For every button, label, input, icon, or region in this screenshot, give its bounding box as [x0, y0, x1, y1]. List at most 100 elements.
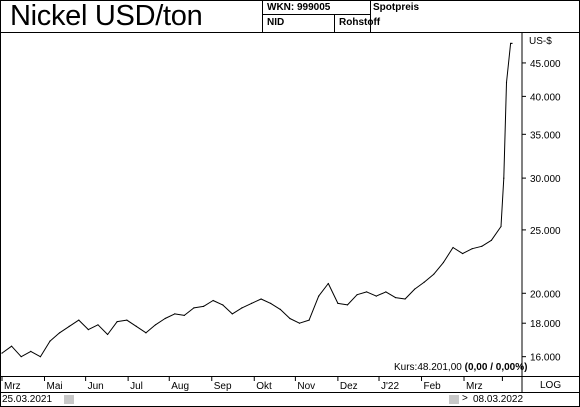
- info-divider: [334, 14, 335, 32]
- price-point: [87, 328, 89, 331]
- y-tick-label: 30.000: [530, 174, 561, 185]
- price-point: [39, 356, 41, 358]
- price-point: [241, 307, 243, 309]
- price-point: [193, 307, 195, 309]
- quote-value: 48.201,00: [417, 362, 462, 373]
- x-axis-bar: Mrz Mai Jun Jul Aug Sep Okt Nov Dez J'22 Feb Mrz: [0, 376, 580, 392]
- price-point: [289, 317, 291, 320]
- y-tick-label: 18.000: [530, 319, 561, 330]
- price-point: [212, 299, 214, 302]
- nid-label: NID: [267, 17, 285, 28]
- price-point: [356, 294, 358, 296]
- y-tick-label: 25.000: [530, 226, 561, 237]
- price-point: [394, 296, 397, 299]
- info-divider: [370, 0, 371, 32]
- price-point: [298, 322, 301, 324]
- quote-label: Kurs:: [394, 362, 418, 373]
- price-point: [183, 314, 185, 317]
- price-point: [250, 302, 253, 305]
- chart-header: Nickel USD/ton WKN: 999005 NID Rohstoff …: [0, 0, 580, 33]
- y-tick-label: 16.000: [530, 353, 561, 364]
- price-point: [30, 350, 32, 352]
- price-point: [404, 298, 406, 300]
- y-tick-label: 20.000: [530, 289, 561, 300]
- x-tick-label: Mai: [47, 381, 63, 392]
- price-point: [423, 281, 425, 283]
- y-tick-label: 40.000: [530, 92, 561, 103]
- price-point: [505, 81, 508, 84]
- x-tick-label: Mrz: [466, 381, 483, 392]
- price-point: [116, 321, 118, 323]
- x-tick-label: Mrz: [4, 381, 21, 392]
- price-point: [270, 302, 272, 305]
- y-tick-label: 35.000: [530, 130, 561, 141]
- y-tick-label: 45.000: [530, 59, 561, 70]
- price-point: [126, 319, 128, 321]
- price-point: [145, 332, 147, 334]
- next-range-icon[interactable]: >: [462, 393, 468, 404]
- price-chart: US-$ 16.000 18.000 20.000 25.000 30.000 35.000…: [1, 33, 561, 376]
- price-point: [222, 304, 224, 306]
- price-type: Spotpreis: [373, 2, 420, 13]
- x-tick-label: Jun: [88, 381, 104, 392]
- x-tick-label: Jul: [130, 381, 143, 392]
- price-point: [135, 325, 137, 327]
- range-start-date: 25.03.2021: [2, 394, 53, 405]
- price-point: [375, 295, 377, 297]
- x-tick-label: Feb: [424, 381, 442, 392]
- scroll-handle[interactable]: [449, 395, 459, 404]
- x-tick-label: Aug: [171, 381, 189, 392]
- price-point: [337, 302, 339, 305]
- y-axis-unit: US-$: [529, 36, 552, 47]
- range-end-date: 08.03.2022: [473, 394, 524, 405]
- price-point: [318, 295, 320, 297]
- price-point: [231, 313, 233, 315]
- price-point: [481, 245, 483, 247]
- price-point: [308, 319, 310, 321]
- price-point: [260, 298, 262, 300]
- price-point: [433, 273, 435, 275]
- date-range-bar: 25.03.2021 > 08.03.2022: [0, 392, 580, 407]
- scroll-left-button[interactable]: [64, 395, 74, 404]
- price-point: [78, 319, 80, 321]
- x-tick-label: J'22: [381, 381, 399, 392]
- price-point: [490, 239, 493, 241]
- price-point: [510, 42, 512, 45]
- x-tick-label: Dez: [340, 381, 358, 392]
- price-point: [511, 42, 513, 45]
- price-point: [49, 340, 51, 342]
- info-divider: [262, 14, 370, 15]
- price-point: [164, 317, 166, 320]
- price-point: [279, 308, 281, 310]
- price-point: [500, 225, 502, 228]
- instrument-type: Rohstoff: [339, 17, 381, 28]
- price-line: [1, 42, 512, 358]
- price-point: [385, 291, 387, 293]
- price-point: [327, 282, 329, 285]
- price-point: [154, 324, 157, 326]
- quote-readout: Kurs:48.201,00 (0,00 / 0,00%): [394, 362, 527, 373]
- price-point: [452, 246, 454, 249]
- price-point: [174, 313, 176, 315]
- price-point: [366, 291, 368, 293]
- price-point: [442, 261, 445, 263]
- price-point: [10, 345, 13, 347]
- price-point: [97, 324, 99, 326]
- price-point: [1, 352, 3, 354]
- price-point: [471, 248, 473, 250]
- price-point: [414, 288, 416, 290]
- price-point: [106, 333, 109, 336]
- price-point: [462, 252, 464, 255]
- price-point: [58, 332, 61, 334]
- instrument-info: WKN: 999005 NID Rohstoff Spotpreis: [262, 0, 580, 32]
- x-axis: Mrz Mai Jun Jul Aug Sep Okt Nov Dez J'22 Feb Mrz: [1, 377, 523, 392]
- price-point: [20, 356, 22, 358]
- x-tick-label: Sep: [214, 381, 232, 392]
- quote-change: (0,00 / 0,00%): [464, 362, 528, 373]
- price-point: [503, 177, 505, 179]
- chart-title: Nickel USD/ton: [10, 0, 203, 32]
- log-scale-toggle[interactable]: LOG: [540, 380, 562, 391]
- wkn-label: WKN: 999005: [267, 2, 331, 13]
- price-point: [346, 304, 349, 306]
- x-tick-label: Nov: [297, 381, 315, 392]
